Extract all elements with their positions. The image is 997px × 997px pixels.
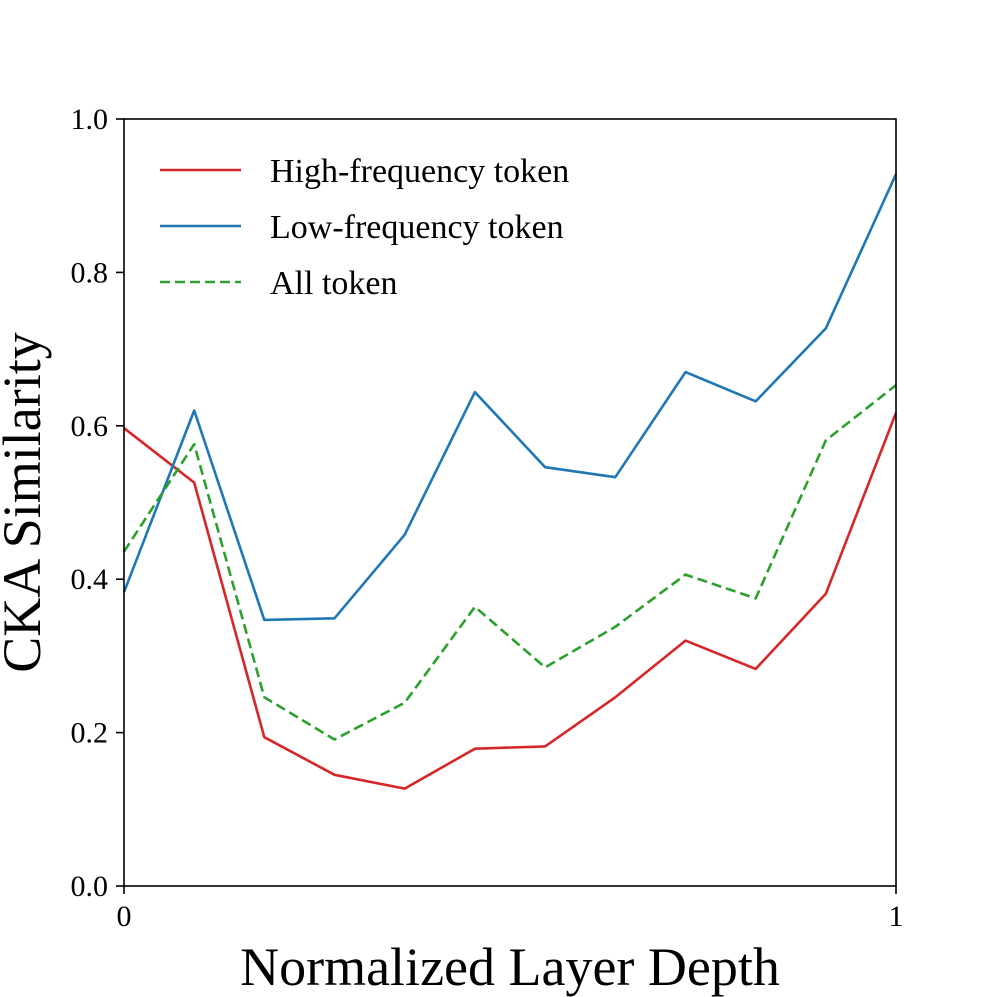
legend-label: High-frequency token bbox=[270, 153, 569, 190]
x-tick-label: 1 bbox=[889, 900, 904, 933]
plot-frame bbox=[123, 118, 897, 887]
legend: High-frequency token Low-frequency token A… bbox=[160, 153, 569, 302]
x-tick-label: 0 bbox=[117, 900, 132, 933]
y-tick-label: 0.8 bbox=[71, 256, 109, 289]
y-tick-label: 0.2 bbox=[71, 717, 109, 750]
legend-label: All token bbox=[270, 265, 397, 302]
series-line-high-frequency-token bbox=[123, 412, 898, 790]
legend-label: Low-frequency token bbox=[270, 209, 564, 246]
x-axis-title: Normalized Layer Depth bbox=[240, 937, 780, 997]
y-tick-label: 0.6 bbox=[71, 410, 109, 443]
series-layer bbox=[122, 173, 898, 790]
series-line-low-frequency-token bbox=[122, 173, 898, 622]
y-tick-label: 1.0 bbox=[71, 103, 109, 136]
series-line-all-token bbox=[122, 384, 897, 741]
y-tick-label: 0.4 bbox=[71, 563, 109, 596]
y-axis-title: CKA Similarity bbox=[0, 332, 52, 673]
y-tick-label: 0.0 bbox=[71, 870, 109, 903]
ticks-layer: 0.0 0.2 0.4 0.6 0.8 1.0 0 1 bbox=[71, 103, 904, 933]
